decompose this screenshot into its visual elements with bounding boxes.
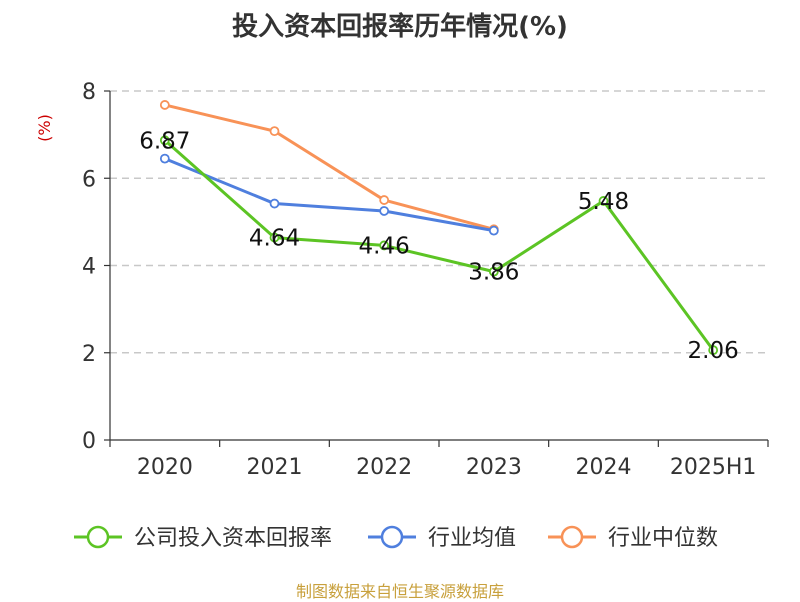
data-point (379, 195, 390, 205)
legend-marker (86, 525, 110, 549)
y-tick-label: 0 (82, 429, 96, 454)
data-point (159, 135, 170, 146)
data-point (708, 345, 719, 356)
chart-title: 投入资本回报率历年情况(%) (232, 12, 568, 42)
data-point (269, 232, 280, 243)
data-label: 4.64 (249, 226, 300, 252)
data-point (159, 153, 170, 164)
y-tick-label: 4 (82, 255, 96, 280)
y-tick-label: 2 (82, 342, 96, 367)
data-point (488, 225, 499, 236)
series-line (164, 157, 495, 233)
legend-label: 行业均值 (428, 526, 516, 551)
series-line (163, 139, 715, 352)
legend-item[interactable]: 公司投入资本回报率 (74, 525, 332, 551)
legend-label: 公司投入资本回报率 (134, 526, 332, 551)
data-label: 2.06 (688, 338, 739, 364)
legend-item[interactable]: 行业中位数 (548, 525, 718, 551)
data-label: 6.87 (139, 128, 190, 154)
legend-label: 行业中位数 (608, 526, 718, 551)
x-tick-label: 2024 (576, 455, 632, 480)
y-tick-label: 6 (82, 167, 96, 192)
x-tick-label: 2020 (137, 455, 193, 480)
legend-marker (560, 525, 584, 549)
legend[interactable]: 公司投入资本回报率 行业均值 行业中位数 (74, 525, 718, 551)
x-tick-label: 2023 (466, 455, 522, 480)
data-point (598, 196, 609, 206)
data-label: 3.86 (468, 260, 519, 286)
y-tick-label: 8 (82, 80, 96, 105)
axes: 0 2 4 6 8 2020 2021 2022 2023 2024 2025H1 (82, 80, 769, 480)
data-point (269, 198, 280, 209)
legend-item[interactable]: 行业均值 (368, 525, 516, 551)
legend-marker (380, 525, 404, 549)
data-source-note: 制图数据来自恒生聚源数据库 (295, 582, 504, 601)
series-line (164, 103, 495, 231)
data-point (379, 240, 390, 251)
data-labels: 6.87 4.64 4.46 3.86 5.48 2.06 (139, 128, 739, 364)
x-tick-label: 2025H1 (670, 455, 757, 480)
data-point (159, 100, 170, 110)
data-label: 5.48 (578, 189, 629, 215)
gridlines (110, 90, 768, 354)
y-axis-unit-label: (%) (35, 114, 54, 142)
data-label: 4.46 (359, 233, 410, 259)
series-lines (159, 100, 719, 356)
x-tick-label: 2022 (356, 455, 412, 480)
data-point (488, 266, 499, 277)
data-point (379, 206, 390, 216)
x-tick-label: 2021 (247, 455, 303, 480)
data-point (269, 126, 280, 137)
